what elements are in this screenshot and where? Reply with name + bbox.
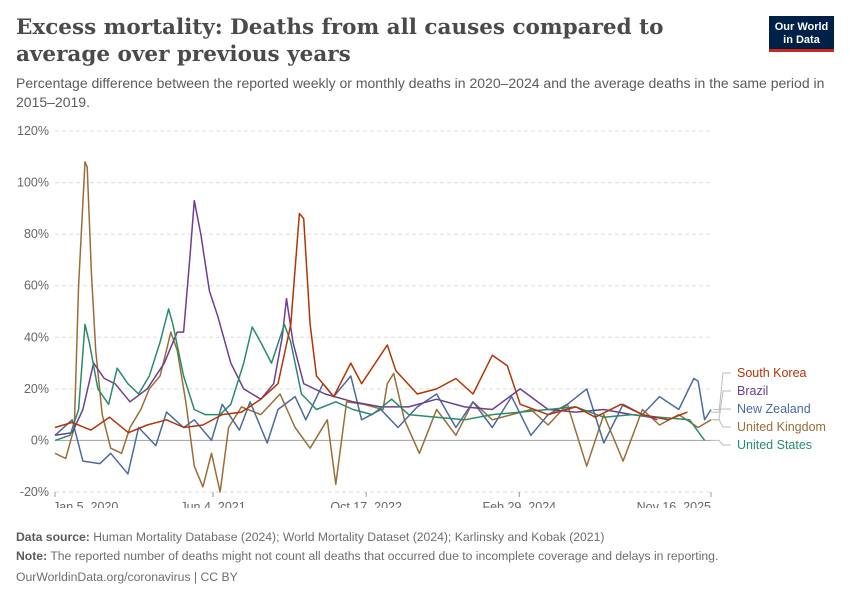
y-tick-label: 40% [24, 330, 49, 344]
series-line-new-zealand [54, 375, 712, 475]
license-link[interactable]: CC BY [200, 570, 238, 584]
y-tick-label: 60% [24, 279, 49, 293]
note-text: The reported number of deaths might not … [50, 549, 719, 563]
series-line-south-korea [54, 212, 688, 434]
y-tick-label: 20% [24, 382, 49, 396]
legend-label: South Korea [737, 366, 807, 380]
footer-credits: OurWorldinData.org/coronavirus | CC BY [16, 570, 238, 584]
y-tick-label: -20% [20, 485, 49, 499]
x-tick-label: Feb 29, 2024 [482, 500, 556, 508]
legend-label: New Zealand [737, 402, 811, 416]
source-text: Human Mortality Database (2024); World M… [93, 530, 605, 544]
series-line-united-states [54, 308, 706, 442]
legend-label: United Kingdom [737, 420, 826, 434]
owid-logo[interactable]: Our World in Data [769, 16, 834, 52]
footer-source: Data source: Human Mortality Database (2… [16, 529, 604, 545]
legend-connector [713, 419, 731, 428]
x-tick-label: Oct 17, 2022 [330, 500, 402, 508]
line-chart: -20% 0% 20% 40% 60% 80% 100% 120% Jan 5, 2020 Jun… [17, 124, 826, 508]
chart-title: Excess mortality: Deaths from all causes… [16, 15, 664, 67]
logo-line-1: Our World [774, 21, 829, 33]
logo-line-2: in Data [783, 34, 820, 46]
legend-connector [711, 439, 731, 446]
y-tick-label: 100% [17, 176, 49, 190]
y-tick-label: 80% [24, 227, 49, 241]
chart-subtitle: Percentage difference between the report… [16, 75, 825, 110]
x-tick-label: Jan 5, 2020 [53, 500, 118, 508]
legend-connector [711, 372, 731, 413]
footer-note: Note: The reported number of deaths migh… [16, 548, 718, 564]
y-tick-label: 0% [31, 433, 49, 447]
legend-label: Brazil [737, 384, 768, 398]
y-tick-label: 120% [17, 124, 49, 138]
legend-label: United States [737, 438, 812, 452]
series-line-united-kingdom [54, 161, 712, 493]
note-label: Note: [16, 549, 48, 563]
source-url-link[interactable]: OurWorldinData.org/coronavirus [16, 570, 191, 584]
x-tick-label: Nov 16, 2025 [637, 500, 711, 508]
source-label: Data source: [16, 530, 90, 544]
x-tick-label: Jun 4, 2021 [180, 500, 245, 508]
